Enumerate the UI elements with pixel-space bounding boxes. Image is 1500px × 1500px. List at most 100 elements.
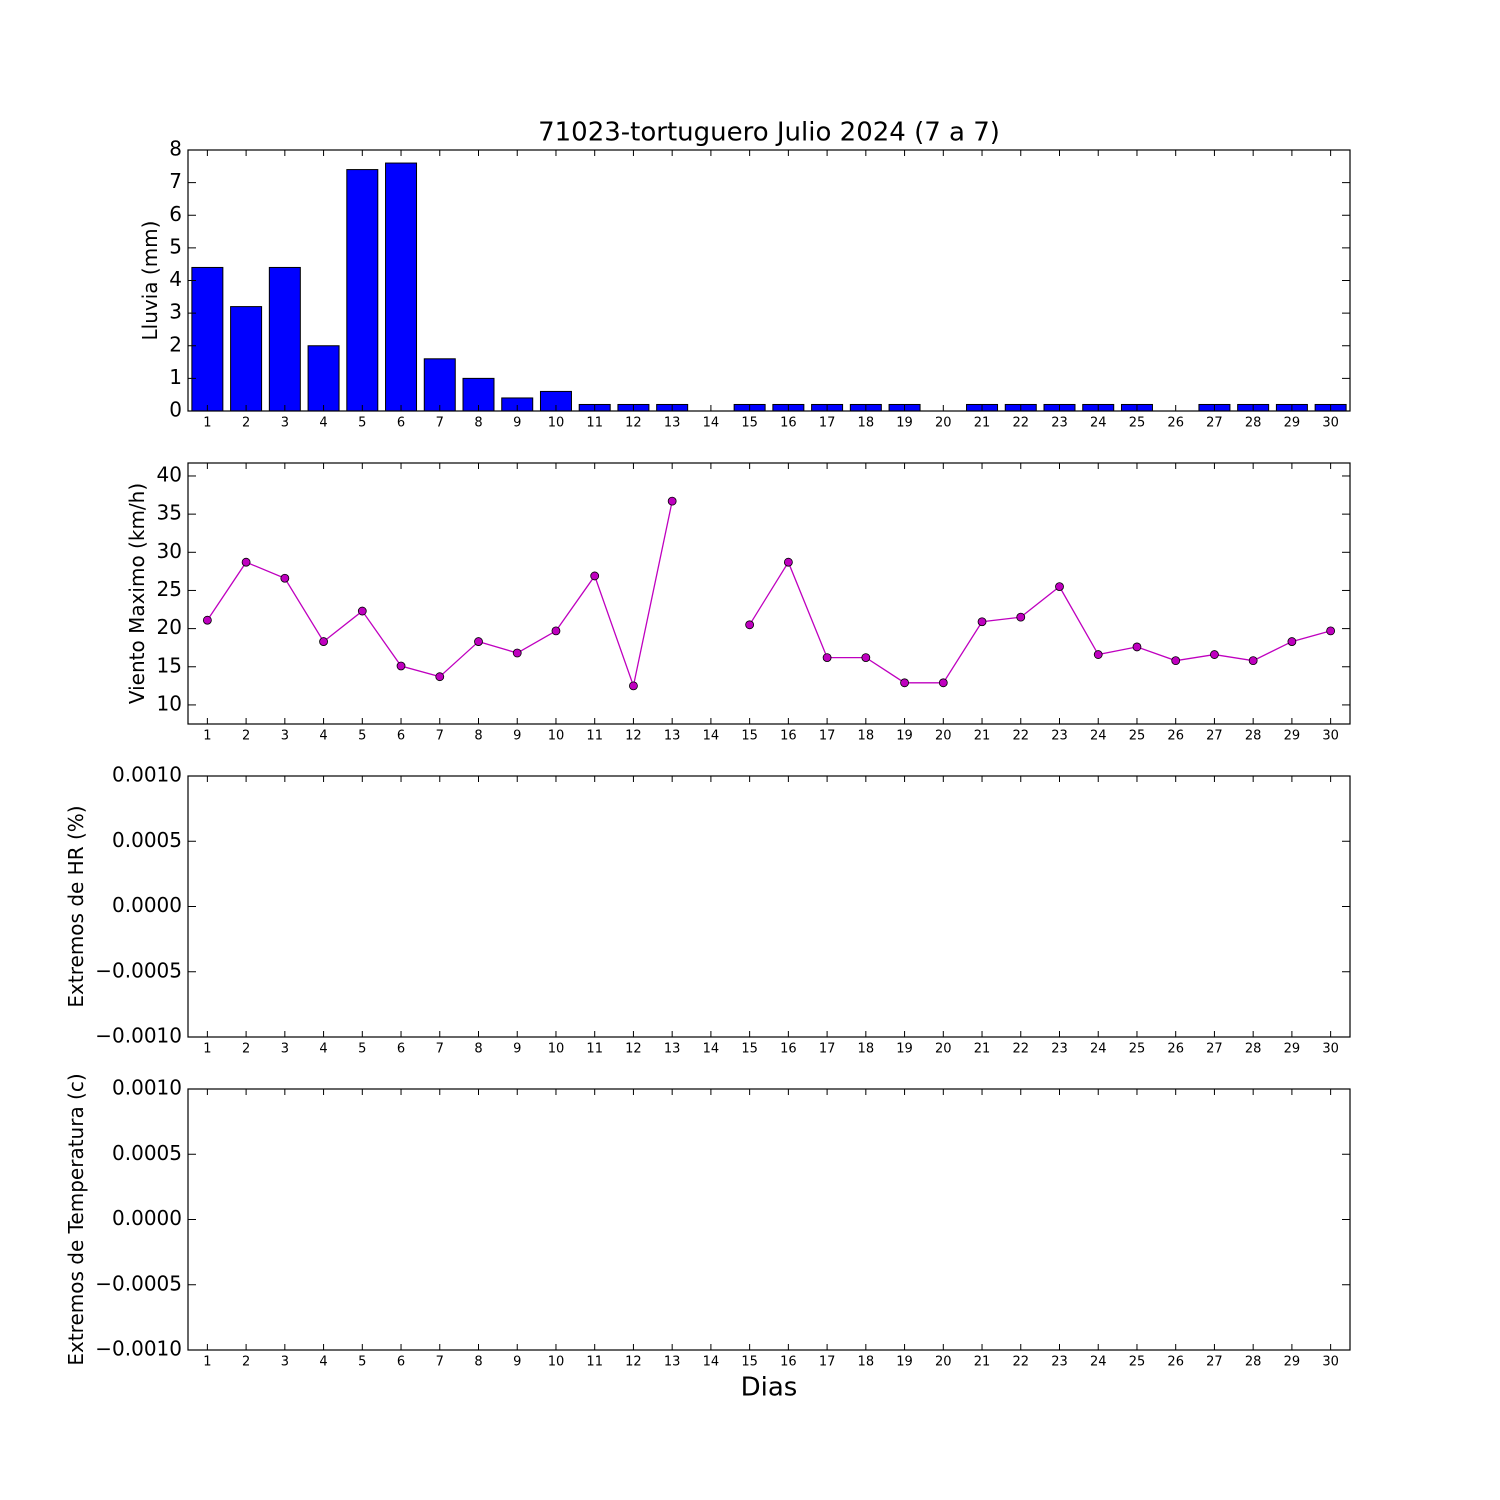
x-tick-label: 27	[1206, 416, 1223, 431]
x-tick-label: 10	[548, 729, 565, 744]
x-tick-label: 24	[1090, 1042, 1107, 1057]
x-tick-label: 10	[548, 416, 565, 431]
y-tick-label: −0.0010	[95, 1024, 182, 1048]
x-tick-label: 8	[474, 1355, 482, 1370]
x-tick-label: 30	[1322, 1355, 1339, 1370]
marker	[1326, 626, 1336, 636]
x-tick-label: 6	[397, 416, 405, 431]
x-tick-label: 6	[397, 1042, 405, 1057]
marker	[822, 653, 832, 663]
bar	[385, 162, 418, 412]
x-tick-label: 27	[1206, 729, 1223, 744]
bar	[191, 266, 224, 412]
x-tick-label: 1	[203, 729, 211, 744]
x-tick-label: 13	[664, 729, 681, 744]
x-tick-label: 18	[858, 729, 875, 744]
marker	[435, 672, 445, 682]
x-tick-label: 8	[474, 729, 482, 744]
x-tick-label: 21	[974, 1355, 991, 1370]
x-tick-label: 28	[1245, 729, 1262, 744]
marker	[396, 661, 406, 671]
x-tick-label: 20	[935, 416, 952, 431]
y-tick-label: 8	[169, 137, 182, 161]
x-tick-label: 12	[625, 1355, 642, 1370]
marker	[241, 557, 251, 567]
x-tick-label: 12	[625, 416, 642, 431]
marker	[551, 626, 561, 636]
x-tick-label: 17	[819, 729, 836, 744]
x-tick-label: 20	[935, 729, 952, 744]
x-tick-label: 4	[319, 1042, 327, 1057]
x-tick-label: 16	[780, 729, 797, 744]
marker	[1171, 656, 1181, 666]
x-tick-label: 8	[474, 1042, 482, 1057]
x-tick-label: 9	[513, 416, 521, 431]
marker	[280, 573, 290, 583]
x-tick-label: 7	[436, 1355, 444, 1370]
x-tick-label: 23	[1051, 1042, 1068, 1057]
x-tick-label: 9	[513, 1042, 521, 1057]
x-tick-label: 29	[1284, 416, 1301, 431]
x-tick-label: 12	[625, 729, 642, 744]
marker	[1287, 637, 1297, 646]
x-tick-label: 4	[319, 416, 327, 431]
x-tick-label: 7	[436, 729, 444, 744]
x-tick-label: 19	[896, 1355, 913, 1370]
x-tick-label: 8	[474, 416, 482, 431]
marker	[357, 606, 367, 616]
x-tick-label: 2	[242, 729, 250, 744]
y-tick-label: 0.0000	[112, 893, 182, 917]
x-tick-label: 21	[974, 416, 991, 431]
chart-title: 71023-tortuguero Julio 2024 (7 a 7)	[538, 118, 1000, 148]
x-tick-label: 14	[703, 729, 720, 744]
x-tick-label: 23	[1051, 1355, 1068, 1370]
x-tick-label: 5	[358, 729, 366, 744]
x-tick-label: 6	[397, 1355, 405, 1370]
y-tick-label: 20	[157, 615, 182, 639]
x-tick-label: 17	[819, 1042, 836, 1057]
y-tick-label: −0.0010	[95, 1337, 182, 1361]
x-tick-label: 11	[586, 416, 603, 431]
x-tick-label: 7	[436, 1042, 444, 1057]
x-tick-label: 24	[1090, 416, 1107, 431]
marker	[1055, 582, 1064, 592]
x-tick-label: 15	[741, 729, 758, 744]
marker	[1132, 642, 1142, 652]
x-tick-label: 22	[1012, 729, 1029, 744]
x-tick-label: 10	[548, 1355, 565, 1370]
x-tick-label: 4	[319, 729, 327, 744]
x-tick-label: 9	[513, 729, 521, 744]
x-tick-label: 27	[1206, 1355, 1223, 1370]
x-tick-label: 13	[664, 1355, 681, 1370]
x-tick-label: 26	[1167, 1042, 1184, 1057]
x-tick-label: 15	[741, 416, 758, 431]
x-tick-label: 27	[1206, 1042, 1223, 1057]
marker	[667, 496, 677, 506]
x-tick-label: 5	[358, 1042, 366, 1057]
x-tick-label: 29	[1284, 1355, 1301, 1370]
x-tick-label: 25	[1129, 1042, 1146, 1057]
x-tick-label: 16	[780, 416, 797, 431]
y-tick-label: −0.0005	[95, 958, 182, 982]
y-axis-label: Extremos de HR (%)	[64, 805, 88, 1007]
x-tick-label: 19	[896, 729, 913, 744]
y-tick-label: 4	[169, 267, 182, 291]
y-tick-label: 3	[169, 300, 182, 324]
x-tick-label: 24	[1090, 729, 1107, 744]
x-tick-label: 7	[436, 416, 444, 431]
x-tick-label: 22	[1012, 416, 1029, 431]
x-tick-label: 22	[1012, 1042, 1029, 1057]
x-tick-label: 25	[1129, 416, 1146, 431]
x-tick-label: 15	[741, 1355, 758, 1370]
x-tick-label: 25	[1129, 1355, 1146, 1370]
x-tick-label: 22	[1012, 1355, 1029, 1370]
x-tick-label: 21	[974, 729, 991, 744]
x-tick-label: 29	[1284, 729, 1301, 744]
y-tick-label: 0.0000	[112, 1206, 182, 1230]
x-tick-label: 30	[1322, 1042, 1339, 1057]
x-tick-label: 26	[1167, 729, 1184, 744]
x-tick-label: 2	[242, 416, 250, 431]
x-tick-label: 11	[586, 1042, 603, 1057]
